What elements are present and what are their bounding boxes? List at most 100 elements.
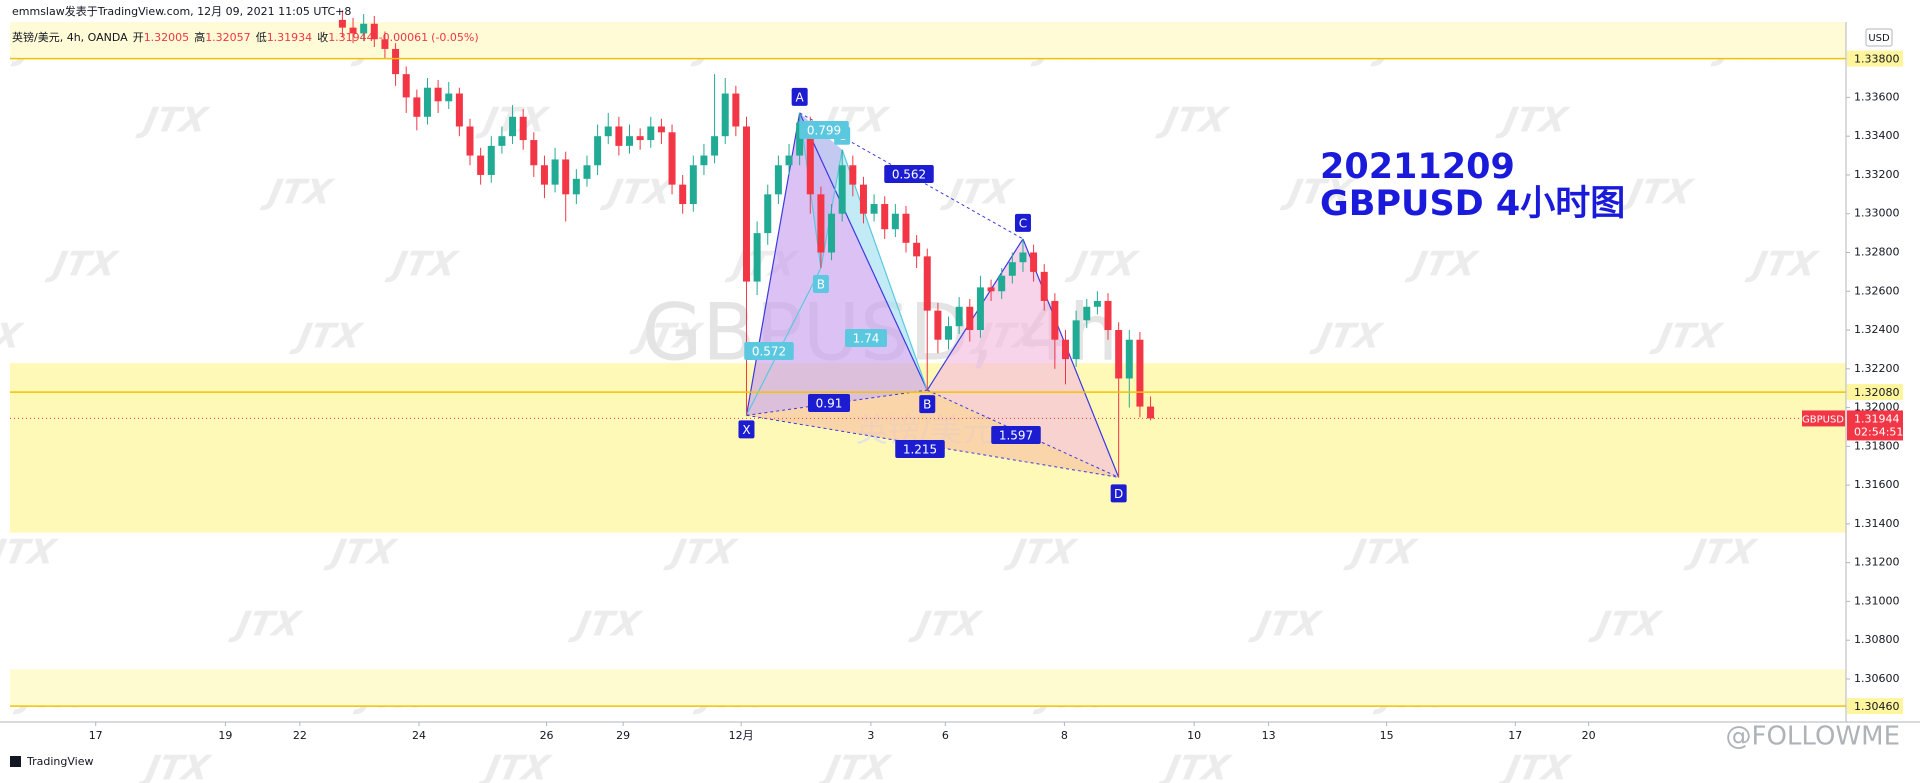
pattern-line (927, 389, 1119, 478)
candle-body (636, 136, 644, 141)
candle-body (859, 184, 867, 214)
ohlc-name: 高 (194, 31, 206, 44)
logo-watermark: JTX (1002, 533, 1080, 573)
candles (338, 10, 1155, 478)
candle-body (679, 184, 687, 205)
candle-body (689, 165, 697, 205)
legend: 英镑/美元, 4h, OANDA 开1.32005 高1.32057 低1.31934… (12, 29, 484, 45)
ratio-label-box (991, 426, 1041, 444)
candle-body (849, 165, 857, 185)
candle-body (1115, 330, 1123, 379)
logo-watermark: JTX (137, 749, 215, 783)
x-tick-label: 3 (867, 729, 874, 742)
annotation: GBPUSD 4小时图 (1320, 184, 1625, 224)
change: -0.00061 (378, 31, 429, 44)
y-tick-label: 1.31200 (1854, 556, 1900, 569)
price-tag-label: 1.31944 (1854, 412, 1900, 425)
logo-watermark: JTX (1279, 173, 1357, 213)
ohlc-value: 1.32005 (143, 31, 190, 44)
candle-body (668, 132, 676, 185)
x-tick-label: 20 (1582, 729, 1596, 742)
logo-watermark: JTX (1682, 533, 1760, 573)
ohlc-name: 收 (317, 31, 329, 44)
x-tick-label: 19 (218, 729, 232, 742)
point-box (919, 395, 936, 414)
y-tick-label: 1.33000 (1854, 207, 1900, 220)
candle-body (1104, 300, 1112, 331)
point-label: C (1019, 216, 1027, 230)
point-box (1110, 484, 1127, 503)
candle-body (711, 136, 719, 156)
logo-watermark: JTX (44, 245, 122, 285)
ratio-label-box (895, 440, 945, 458)
logo-watermark: JTX (1157, 749, 1235, 783)
candle-body (509, 116, 517, 137)
level-tag (1847, 698, 1903, 715)
x-tick-label: 17 (1508, 729, 1522, 742)
logo-watermark: JTX (384, 245, 462, 285)
author-line: emmslaw发表于TradingView.com, 12月 09, 2021 … (12, 3, 356, 19)
candle-body (338, 19, 346, 28)
candle-body (1125, 339, 1133, 379)
logo-watermark: JTX (1342, 533, 1420, 573)
candle-body (455, 93, 463, 127)
candle-body (466, 126, 474, 156)
point-box (791, 87, 808, 106)
candle-body (360, 23, 368, 34)
x-tick-label: 6 (942, 729, 949, 742)
candle-body (572, 178, 580, 195)
candle-body (721, 93, 729, 137)
candle-body (1093, 300, 1101, 307)
ohlc-value: 1.31934 (266, 31, 313, 44)
x-tick-label: 22 (293, 729, 307, 742)
candle-body (838, 165, 846, 214)
logo-watermark: JTX (1587, 605, 1665, 645)
y-tick-label: 1.33600 (1854, 90, 1900, 103)
logo-watermark: JTX (477, 749, 555, 783)
candle-body (392, 48, 400, 75)
logo-watermark: JTX (322, 533, 400, 573)
ohlc-name: 开 (132, 31, 144, 44)
candle-body (976, 287, 984, 331)
countdown-label: 02:54:51 (1854, 425, 1903, 438)
candle-body (498, 136, 506, 146)
y-tick-label: 1.32400 (1854, 323, 1900, 336)
annotation: 20211209 (1320, 147, 1515, 187)
logo-watermark: JTX (259, 173, 337, 213)
currency-box (1865, 28, 1893, 47)
logo-watermark: JTX (1497, 749, 1575, 783)
candle-body (891, 213, 899, 230)
pattern-line (799, 112, 928, 391)
logo-watermark: JTX (907, 605, 985, 645)
candle-body (796, 122, 804, 156)
logo-watermark: JTX (1744, 245, 1822, 285)
candle-body (594, 136, 602, 166)
point-label: A (796, 90, 805, 104)
candle-body (817, 194, 825, 253)
logo-watermark: JTX (662, 533, 740, 573)
candle-body (551, 159, 559, 185)
footer-logo (10, 756, 21, 767)
candle-body (1030, 252, 1038, 272)
x-tick-label: 17 (89, 729, 103, 742)
ohlc-name: 低 (255, 31, 267, 44)
ratio-label: 0.562 (892, 168, 926, 182)
logo-watermark: JTX (939, 173, 1017, 213)
candle-body (604, 126, 612, 137)
point-label: X (742, 423, 750, 437)
candle-body (615, 126, 623, 146)
candle-body (945, 326, 953, 340)
x-tick-label: 29 (616, 729, 630, 742)
point-box (812, 274, 829, 293)
logo-watermark: JTX (0, 533, 60, 573)
ratio-label-box (845, 329, 887, 347)
point-label: B (923, 398, 931, 412)
author-text: emmslaw发表于TradingView.com, 12月 09, 2021 … (12, 5, 352, 18)
candle-body (785, 155, 793, 166)
candle-body (647, 126, 655, 141)
candle-body (1083, 306, 1091, 321)
candle-body (966, 306, 974, 331)
ohlc-value: 1.32057 (205, 31, 251, 44)
logo-watermark: JTX (288, 317, 366, 357)
